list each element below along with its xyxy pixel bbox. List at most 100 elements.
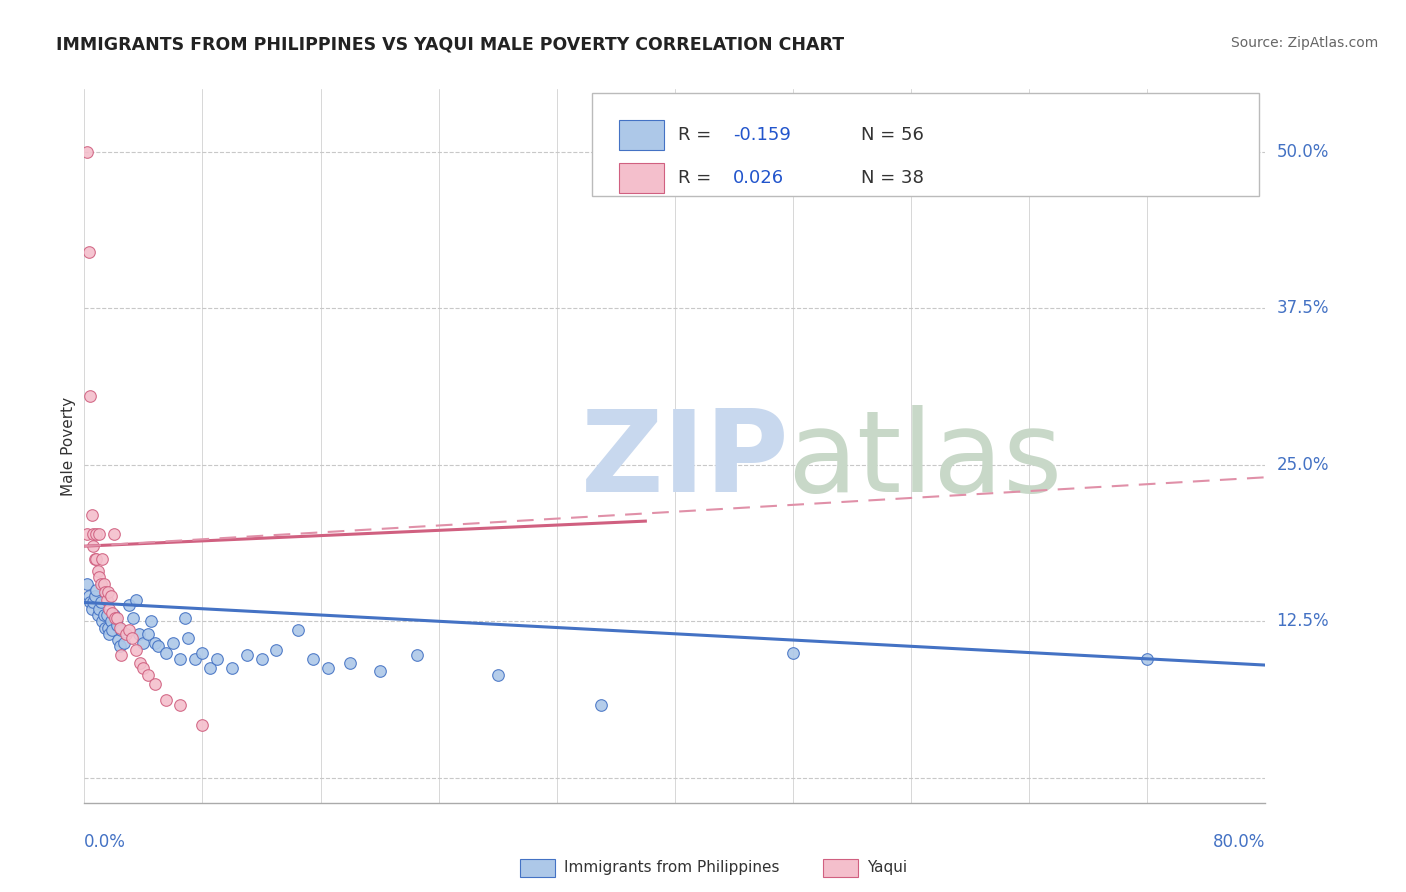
Point — [80, 601, 103, 615]
Point — [84, 526, 107, 541]
FancyBboxPatch shape — [592, 93, 1260, 196]
Point — [108, 640, 131, 654]
Point — [83, 589, 105, 603]
Point — [107, 633, 129, 648]
Point — [87, 526, 111, 541]
Point — [122, 610, 145, 624]
Point — [405, 648, 427, 662]
Point — [143, 677, 166, 691]
Text: -0.159: -0.159 — [733, 126, 790, 144]
Point — [90, 595, 112, 609]
Point — [76, 526, 98, 541]
Point — [132, 635, 155, 649]
Point — [118, 598, 141, 612]
Point — [132, 660, 155, 674]
Text: Immigrants from Philippines: Immigrants from Philippines — [564, 861, 779, 875]
Text: 37.5%: 37.5% — [1277, 300, 1329, 318]
Point — [86, 607, 108, 622]
Point — [128, 627, 150, 641]
Point — [110, 648, 132, 662]
Point — [287, 623, 309, 637]
Text: IMMIGRANTS FROM PHILIPPINES VS YAQUI MALE POVERTY CORRELATION CHART: IMMIGRANTS FROM PHILIPPINES VS YAQUI MAL… — [56, 36, 845, 54]
Point — [91, 551, 114, 566]
Point — [79, 595, 101, 609]
Point — [112, 635, 135, 649]
Point — [101, 606, 124, 620]
Point — [184, 652, 207, 666]
Text: 50.0%: 50.0% — [1277, 143, 1329, 161]
Point — [264, 643, 288, 657]
Point — [125, 593, 148, 607]
Text: atlas: atlas — [787, 405, 1063, 516]
Point — [76, 576, 98, 591]
Text: N = 56: N = 56 — [862, 126, 924, 144]
Point — [77, 589, 100, 603]
Point — [93, 607, 115, 622]
Point — [98, 627, 121, 641]
Text: Yaqui: Yaqui — [868, 861, 908, 875]
Point — [87, 601, 111, 615]
FancyBboxPatch shape — [620, 163, 664, 194]
Text: 0.026: 0.026 — [733, 169, 785, 187]
Point — [87, 570, 111, 584]
FancyBboxPatch shape — [620, 120, 664, 150]
Point — [368, 665, 391, 679]
Point — [101, 623, 124, 637]
Text: 25.0%: 25.0% — [1277, 456, 1329, 474]
Point — [93, 576, 115, 591]
Point — [136, 668, 159, 682]
Text: R =: R = — [679, 169, 717, 187]
Point — [169, 652, 191, 666]
Point — [316, 660, 339, 674]
Point — [235, 648, 259, 662]
Point — [177, 631, 200, 645]
Point — [205, 652, 228, 666]
Point — [91, 614, 114, 628]
Point — [129, 656, 152, 670]
Point — [77, 244, 100, 259]
Point — [105, 610, 128, 624]
Point — [155, 646, 177, 660]
Point — [82, 539, 104, 553]
Text: Source: ZipAtlas.com: Source: ZipAtlas.com — [1230, 36, 1378, 50]
Point — [486, 668, 509, 682]
Point — [76, 145, 98, 159]
Point — [80, 508, 103, 522]
Point — [121, 631, 143, 645]
Point — [82, 526, 104, 541]
Text: 12.5%: 12.5% — [1277, 612, 1329, 631]
Point — [110, 623, 132, 637]
Point — [79, 389, 101, 403]
Point — [302, 652, 325, 666]
Point — [782, 646, 804, 660]
Point — [108, 621, 131, 635]
Point — [250, 652, 273, 666]
Point — [221, 660, 243, 674]
Point — [103, 607, 125, 622]
Text: 80.0%: 80.0% — [1213, 833, 1265, 851]
Point — [82, 595, 104, 609]
Y-axis label: Male Poverty: Male Poverty — [60, 396, 76, 496]
Point — [94, 585, 117, 599]
Point — [155, 693, 177, 707]
Point — [94, 621, 117, 635]
Point — [84, 582, 107, 597]
Text: ZIP: ZIP — [581, 405, 789, 516]
Text: R =: R = — [679, 126, 717, 144]
Point — [148, 640, 170, 654]
Point — [191, 718, 214, 732]
Point — [118, 623, 141, 637]
Point — [143, 635, 166, 649]
Point — [97, 621, 120, 635]
Point — [339, 656, 361, 670]
Point — [84, 551, 107, 566]
Point — [90, 576, 112, 591]
Point — [97, 585, 120, 599]
Point — [139, 614, 162, 628]
Point — [591, 698, 613, 713]
Point — [191, 646, 214, 660]
Point — [100, 614, 122, 628]
Point — [114, 627, 136, 641]
Point — [104, 610, 127, 624]
Point — [136, 627, 159, 641]
